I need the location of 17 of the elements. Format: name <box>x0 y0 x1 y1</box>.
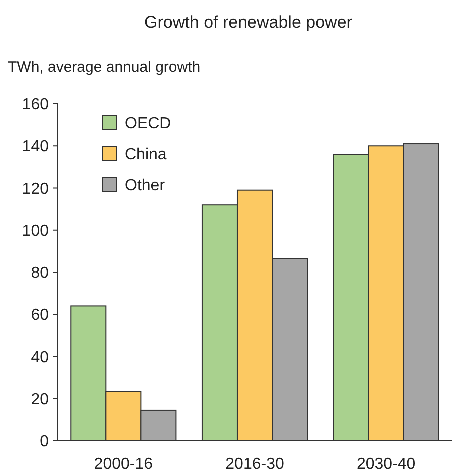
y-tick-label: 0 <box>40 434 50 451</box>
x-tick-label: 2030-40 <box>356 456 416 473</box>
y-tick-label: 60 <box>31 307 50 324</box>
x-tick-label: 2000-16 <box>94 456 154 473</box>
y-tick-label: 100 <box>22 222 50 240</box>
legend-label: China <box>125 146 167 164</box>
y-tick-label: 140 <box>22 138 50 156</box>
y-axis-title: TWh, average annual growth <box>8 59 201 76</box>
y-tick-label: 120 <box>22 180 50 198</box>
legend-label: Other <box>125 178 166 195</box>
legend-label: OECD <box>125 116 172 133</box>
y-tick-label: 20 <box>31 391 50 408</box>
chart-title: Growth of renewable power <box>144 13 353 32</box>
x-tick-label: 2016-30 <box>226 456 284 473</box>
y-tick-label: 80 <box>31 265 50 282</box>
y-tick-label: 160 <box>22 96 50 114</box>
y-tick-label: 40 <box>31 349 50 366</box>
